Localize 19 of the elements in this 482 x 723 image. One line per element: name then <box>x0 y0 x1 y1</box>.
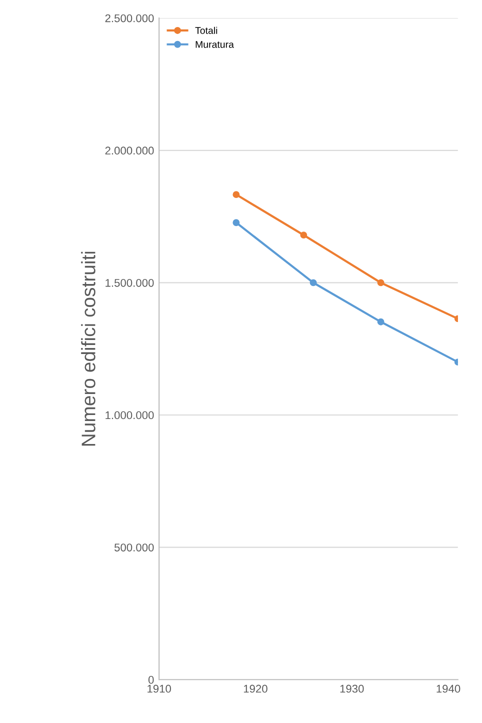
y-tick-label: 2.500.000 <box>105 14 154 22</box>
y-tick-label: 500.000 <box>114 544 154 552</box>
x-tick-label: 1940 <box>436 684 460 693</box>
point <box>377 318 384 326</box>
x-tick-label: 1930 <box>340 684 364 693</box>
y-tick-label: 2.000.000 <box>105 146 154 155</box>
point <box>232 219 240 226</box>
y-tick-label: 1.000.000 <box>106 411 154 420</box>
legend-label: Totali <box>195 26 218 34</box>
point <box>300 232 308 239</box>
legend-label: Muratura <box>196 41 234 48</box>
y-tick-label: 0 <box>148 676 154 684</box>
y-tick-label: 1.500.000 <box>106 278 154 287</box>
point <box>232 191 240 198</box>
x-tick-label: 1920 <box>244 684 268 693</box>
point <box>310 279 317 286</box>
point <box>377 279 384 286</box>
y-axis-title: Numero edifici costruiti <box>81 252 96 446</box>
x-tick-label: 1910 <box>148 684 171 693</box>
